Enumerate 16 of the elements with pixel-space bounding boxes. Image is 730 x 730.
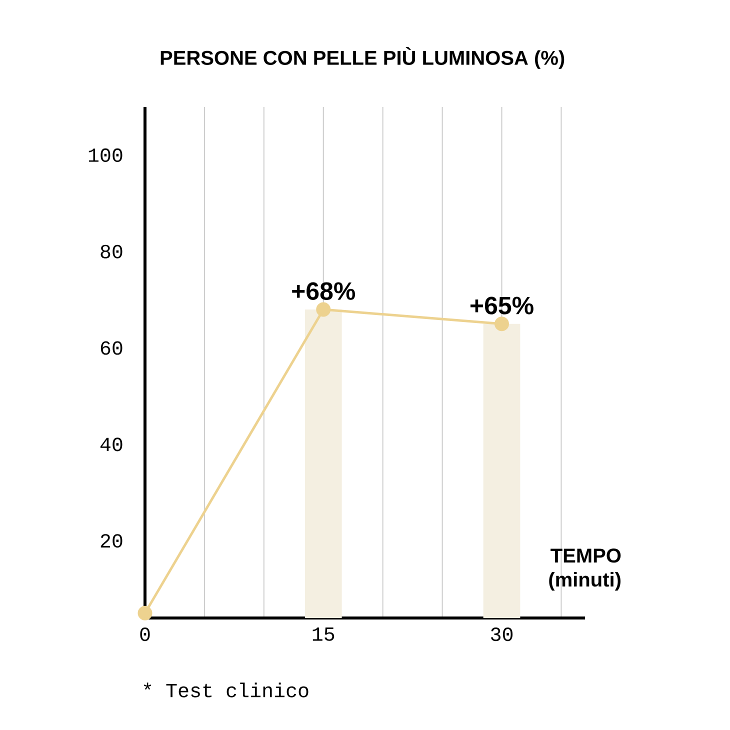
chart-title: PERSONE CON PELLE PIÙ LUMINOSA (%) (160, 47, 564, 69)
y-tick-label: 60 (100, 341, 122, 355)
x-axis-title: TEMPO (minuti) (549, 548, 621, 591)
y-tick-label: 20 (100, 534, 122, 548)
point (494, 316, 510, 332)
x-tick-label: 30 (491, 628, 513, 642)
text: * Test clinico (144, 682, 308, 698)
x-tick-label: 0 (140, 628, 150, 642)
x-tick-label: 15 (312, 628, 334, 641)
point (316, 302, 331, 317)
point (138, 606, 152, 620)
data-label: +68% (292, 282, 356, 300)
y-tick-label: 40 (100, 438, 122, 452)
data-label: +65% (470, 296, 534, 314)
y-tick-label: 100 (88, 148, 122, 162)
y-tick-label: 80 (100, 244, 122, 258)
